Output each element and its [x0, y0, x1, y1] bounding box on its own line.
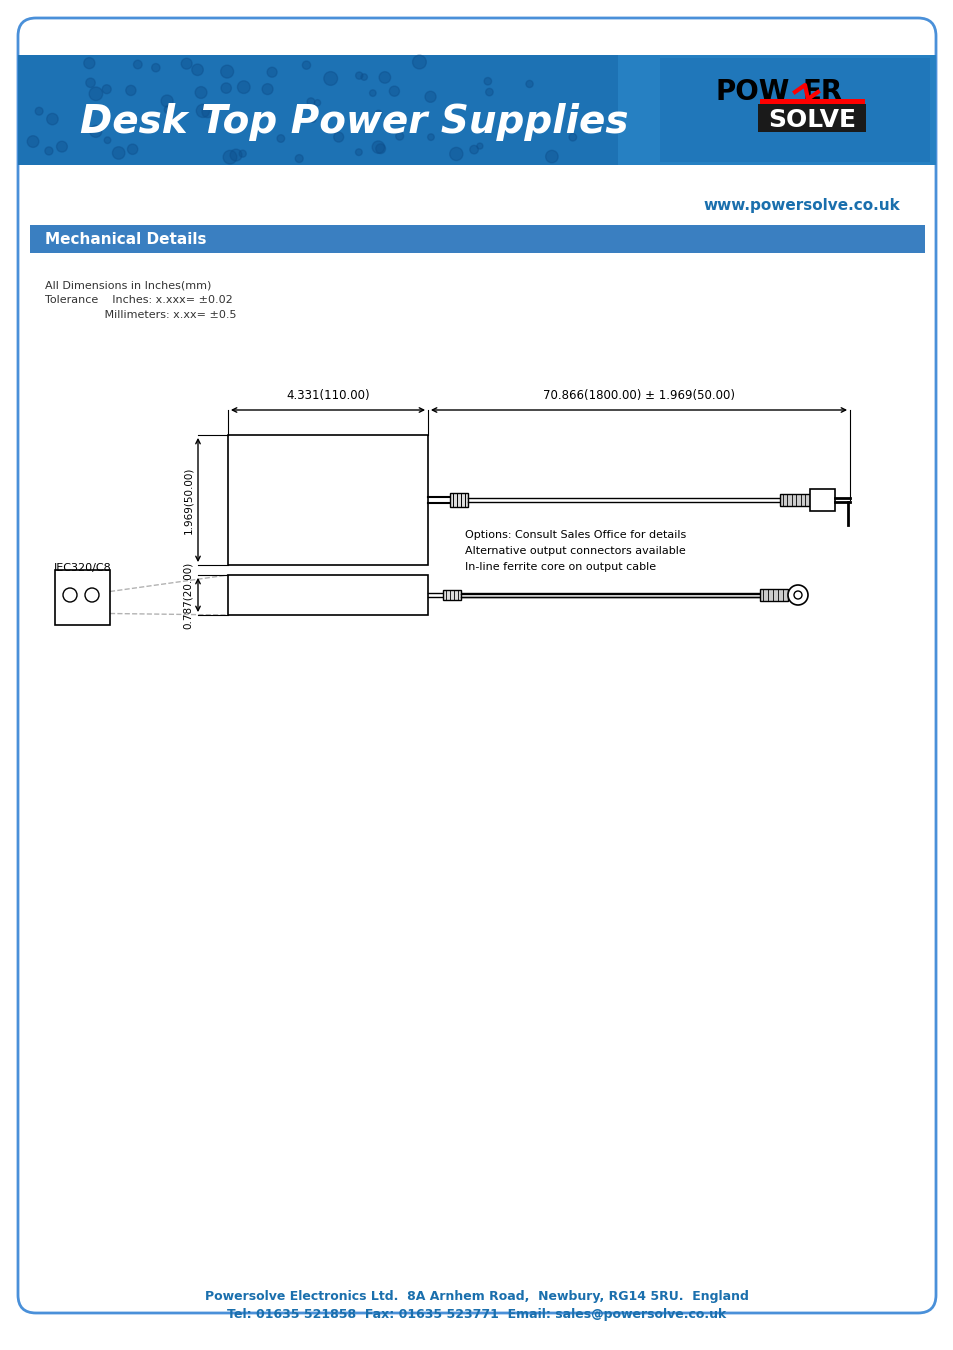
Circle shape	[476, 143, 482, 148]
Circle shape	[310, 116, 315, 123]
Circle shape	[395, 132, 403, 140]
Text: www.powersolve.co.uk: www.powersolve.co.uk	[702, 198, 899, 213]
Circle shape	[202, 107, 213, 117]
Circle shape	[102, 85, 112, 93]
Circle shape	[28, 136, 39, 147]
Circle shape	[545, 150, 558, 163]
Bar	[760, 589, 787, 601]
FancyBboxPatch shape	[18, 18, 935, 1314]
Circle shape	[112, 147, 125, 159]
Circle shape	[195, 86, 207, 99]
Text: POW: POW	[715, 78, 789, 107]
Text: Tel: 01635 521858  Fax: 01635 523771  Email: sales@powersolve.co.uk: Tel: 01635 521858 Fax: 01635 523771 Emai…	[227, 1308, 726, 1322]
Circle shape	[90, 126, 102, 138]
Circle shape	[164, 105, 172, 113]
Circle shape	[787, 585, 807, 605]
Circle shape	[47, 113, 58, 124]
Circle shape	[223, 150, 236, 165]
Circle shape	[375, 111, 381, 117]
Circle shape	[427, 134, 434, 140]
Bar	[18, 55, 618, 165]
Text: SOLVE: SOLVE	[767, 108, 855, 132]
Circle shape	[485, 88, 493, 96]
Circle shape	[378, 72, 390, 84]
Bar	[760, 99, 864, 104]
Text: IEC320/C8: IEC320/C8	[53, 563, 112, 572]
Circle shape	[334, 132, 343, 142]
Bar	[442, 590, 460, 599]
Circle shape	[262, 84, 273, 95]
Text: ER: ER	[801, 78, 842, 107]
Circle shape	[126, 85, 136, 96]
Bar	[228, 575, 428, 616]
Circle shape	[128, 144, 137, 154]
Bar	[18, 55, 935, 165]
Bar	[659, 58, 929, 162]
Circle shape	[104, 136, 111, 143]
Circle shape	[221, 82, 232, 93]
Bar	[228, 435, 428, 566]
Circle shape	[89, 86, 103, 100]
Circle shape	[220, 65, 233, 78]
Text: 70.866(1800.00) ± 1.969(50.00): 70.866(1800.00) ± 1.969(50.00)	[542, 389, 734, 402]
Bar	[780, 494, 809, 506]
Circle shape	[568, 134, 576, 140]
Text: Tolerance    Inches: x.xxx= ±0.02: Tolerance Inches: x.xxx= ±0.02	[45, 296, 233, 305]
Circle shape	[469, 146, 477, 154]
Circle shape	[355, 148, 362, 155]
Circle shape	[483, 77, 491, 85]
Circle shape	[192, 63, 203, 76]
Circle shape	[307, 97, 314, 105]
Circle shape	[412, 55, 426, 69]
Circle shape	[161, 95, 172, 107]
Circle shape	[424, 92, 436, 103]
Circle shape	[85, 589, 99, 602]
Circle shape	[35, 107, 43, 115]
Circle shape	[375, 144, 385, 154]
Circle shape	[56, 142, 68, 153]
Bar	[450, 493, 468, 508]
Text: Alternative output connectors available: Alternative output connectors available	[464, 545, 685, 556]
Circle shape	[45, 147, 53, 155]
Circle shape	[276, 135, 284, 142]
Circle shape	[84, 58, 94, 69]
Circle shape	[323, 72, 337, 85]
Text: 4.331(110.00): 4.331(110.00)	[286, 389, 370, 402]
Circle shape	[314, 100, 320, 105]
Circle shape	[237, 81, 250, 93]
Circle shape	[372, 140, 384, 154]
Circle shape	[230, 148, 242, 161]
Circle shape	[360, 74, 367, 80]
Bar	[55, 570, 110, 625]
Text: Millimeters: x.xx= ±0.5: Millimeters: x.xx= ±0.5	[45, 310, 236, 320]
Text: Desk Top Power Supplies: Desk Top Power Supplies	[80, 103, 628, 140]
Circle shape	[63, 589, 77, 602]
Circle shape	[389, 86, 399, 96]
Circle shape	[525, 81, 533, 88]
Circle shape	[369, 90, 375, 96]
Text: All Dimensions in Inches(mm): All Dimensions in Inches(mm)	[45, 279, 212, 290]
Text: 0.787(20.00): 0.787(20.00)	[183, 562, 193, 629]
Text: Options: Consult Sales Office for details: Options: Consult Sales Office for detail…	[464, 531, 685, 540]
Text: In-line ferrite core on output cable: In-line ferrite core on output cable	[464, 562, 656, 572]
Text: Powersolve Electronics Ltd.  8A Arnhem Road,  Newbury, RG14 5RU.  England: Powersolve Electronics Ltd. 8A Arnhem Ro…	[205, 1291, 748, 1303]
Circle shape	[449, 147, 462, 161]
Circle shape	[793, 591, 801, 599]
Bar	[809, 489, 834, 512]
Text: Mechanical Details: Mechanical Details	[45, 231, 206, 247]
Circle shape	[133, 61, 142, 69]
Circle shape	[302, 61, 311, 69]
Circle shape	[355, 72, 362, 80]
Circle shape	[152, 63, 160, 72]
Bar	[758, 104, 865, 132]
Circle shape	[294, 155, 303, 162]
Text: 1.969(50.00): 1.969(50.00)	[183, 466, 193, 533]
Circle shape	[181, 58, 192, 69]
Circle shape	[86, 78, 95, 88]
Circle shape	[196, 104, 210, 117]
Bar	[30, 225, 924, 252]
Circle shape	[267, 68, 276, 77]
Circle shape	[239, 150, 246, 157]
